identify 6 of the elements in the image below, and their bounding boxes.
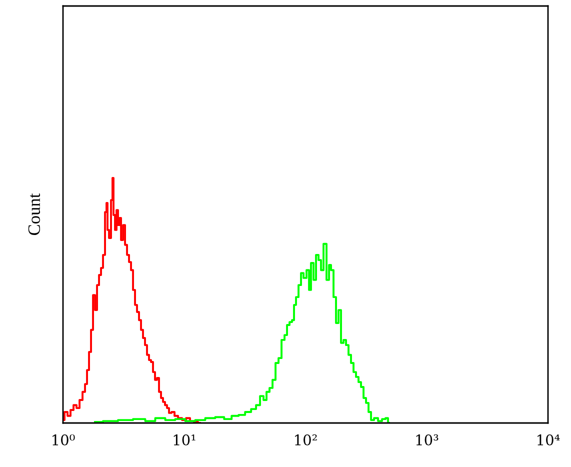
x-tick-label: 10⁴ <box>538 434 560 446</box>
y-axis-title: Count <box>28 193 40 236</box>
x-tick-label: 10⁰ <box>52 434 75 446</box>
x-tick-label: 10² <box>295 434 317 446</box>
x-tick-label: 10¹ <box>174 434 196 446</box>
x-tick-label: 10³ <box>416 434 438 446</box>
